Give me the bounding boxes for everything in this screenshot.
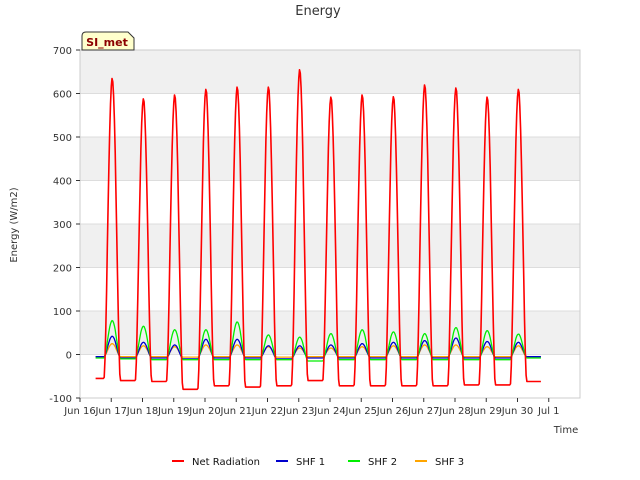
legend-label: SHF 2 bbox=[368, 457, 397, 468]
x-axis-ticks: Jun 16 Jun 17 Jun 18 Jun 19 Jun 20 Jun 21 Jun … bbox=[63, 398, 560, 417]
x-tick-label: Jun 27 bbox=[407, 406, 440, 417]
site-badge: SI_met bbox=[81, 31, 135, 51]
badge-label: SI_met bbox=[86, 36, 128, 49]
y-tick-label: 400 bbox=[53, 177, 72, 188]
x-tick-label: Jun 28 bbox=[438, 406, 471, 417]
grid-band bbox=[80, 224, 580, 268]
x-tick-label: Jun 20 bbox=[188, 406, 221, 417]
grid-band bbox=[80, 137, 580, 181]
series-layer bbox=[95, 69, 541, 391]
legend: Net Radiation SHF 1 SHF 2 SHF 3 bbox=[172, 457, 464, 468]
x-tick-label: Jun 16 bbox=[63, 406, 96, 417]
y-tick-label: 600 bbox=[53, 90, 72, 101]
x-tick-label: Jun 18 bbox=[126, 406, 159, 417]
y-tick-label: 100 bbox=[53, 307, 72, 318]
y-tick-label: 300 bbox=[53, 220, 72, 231]
x-tick-label: Jun 19 bbox=[157, 406, 190, 417]
y-axis-ticks: -100 0 100 200 300 400 500 600 700 bbox=[49, 46, 80, 405]
x-tick-label: Jun 21 bbox=[219, 406, 252, 417]
x-axis-label: Time bbox=[553, 425, 578, 436]
y-tick-label: -100 bbox=[49, 394, 72, 405]
x-tick-label: Jun 25 bbox=[344, 406, 377, 417]
grid-band bbox=[80, 311, 580, 355]
y-tick-label: 0 bbox=[66, 351, 72, 362]
chart-title: Energy bbox=[295, 4, 341, 19]
legend-label: Net Radiation bbox=[192, 457, 260, 468]
legend-label: SHF 3 bbox=[435, 457, 464, 468]
x-tick-label: Jul 1 bbox=[537, 406, 560, 417]
legend-label: SHF 1 bbox=[296, 457, 325, 468]
grid-band bbox=[80, 50, 580, 94]
x-tick-label: Jun 22 bbox=[251, 406, 284, 417]
x-tick-label: Jun 24 bbox=[313, 406, 346, 417]
x-tick-label: Jun 17 bbox=[94, 406, 127, 417]
series-line bbox=[95, 69, 541, 391]
y-tick-label: 700 bbox=[53, 46, 72, 57]
x-tick-label: Jun 29 bbox=[469, 406, 502, 417]
badge-box bbox=[81, 31, 135, 51]
x-tick-label: Jun 26 bbox=[376, 406, 409, 417]
x-tick-label: Jun 23 bbox=[282, 406, 315, 417]
series-line bbox=[95, 335, 541, 360]
series-line bbox=[95, 319, 541, 362]
y-axis-label: Energy (W/m2) bbox=[9, 187, 20, 262]
y-tick-label: 500 bbox=[53, 133, 72, 144]
y-tick-label: 200 bbox=[53, 264, 72, 275]
x-tick-label: Jun 30 bbox=[501, 406, 534, 417]
grid-bands bbox=[80, 50, 580, 355]
